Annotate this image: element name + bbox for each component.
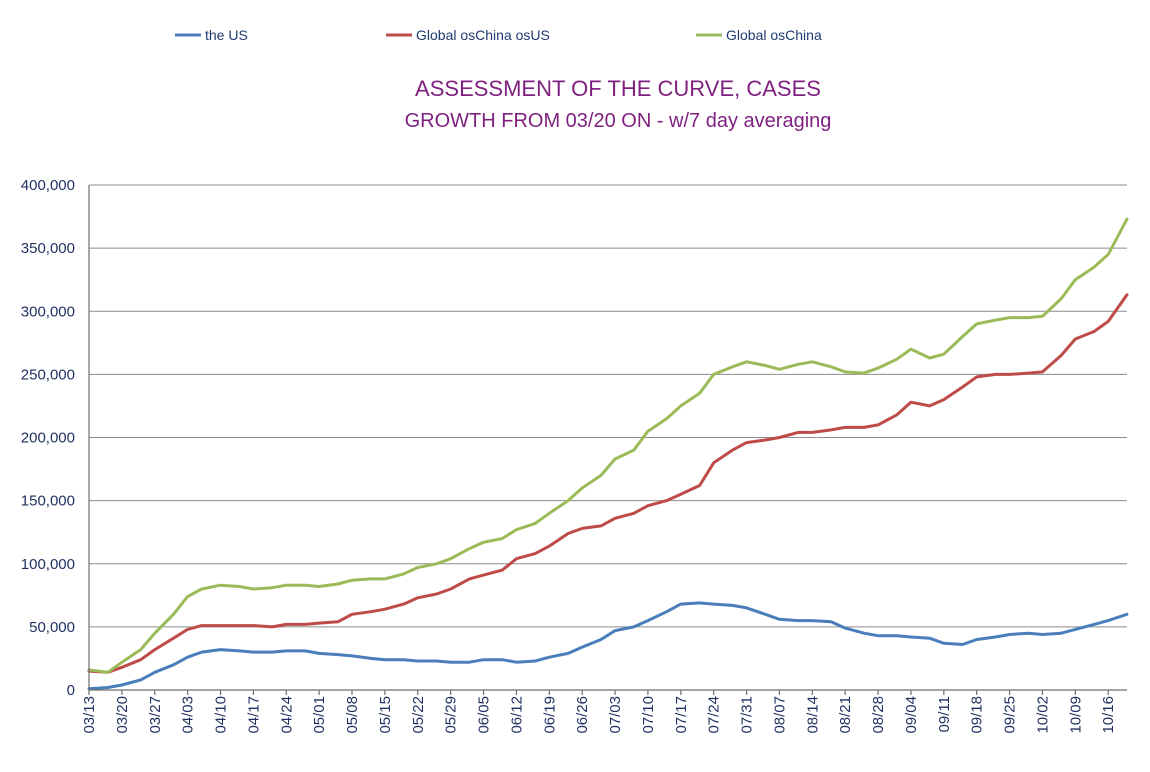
y-tick-label: 150,000 [21, 493, 75, 510]
x-tick-label: 06/12 [508, 696, 525, 734]
x-tick-label: 09/25 [1002, 696, 1019, 734]
y-tick-label: 350,000 [21, 240, 75, 257]
x-tick-label: 03/27 [147, 696, 164, 734]
y-tick-label: 200,000 [21, 430, 75, 447]
x-tick-label: 05/22 [410, 696, 427, 734]
chart-subtitle: GROWTH FROM 03/20 ON - w/7 day averaging [405, 110, 832, 132]
x-tick-label: 08/07 [771, 696, 788, 734]
x-tick-label: 06/05 [476, 696, 493, 734]
x-tick-label: 06/19 [541, 696, 558, 734]
y-tick-label: 250,000 [21, 366, 75, 383]
y-tick-label: 0 [67, 682, 75, 699]
x-axis-tick-labels: 03/13 03/20 03/27 04/03 04/10 04/17 04/24 05/01… [81, 690, 1117, 734]
legend-label: Global osChina osUS [416, 27, 550, 43]
x-tick-label: 08/14 [804, 696, 821, 734]
x-tick-label: 05/15 [377, 696, 394, 734]
y-tick-label: 300,000 [21, 303, 75, 320]
series-line-1 [87, 601, 1129, 691]
series-line-2 [87, 293, 1129, 674]
y-axis-tick-labels: 0 50,000 100,000 150,000 200,000 250,000 300,0… [21, 177, 75, 699]
x-tick-label: 04/24 [278, 696, 295, 734]
x-tick-label: 10/09 [1067, 696, 1084, 734]
y-tick-label: 400,000 [21, 177, 75, 194]
x-tick-label: 04/03 [180, 696, 197, 734]
x-tick-label: 09/04 [903, 696, 920, 734]
legend: the US Global osChina osUS Global osChina [175, 27, 822, 43]
x-tick-label: 08/28 [870, 696, 887, 734]
x-tick-label: 05/29 [443, 696, 460, 734]
x-tick-label: 03/20 [114, 696, 131, 734]
legend-label: the US [205, 27, 248, 43]
x-tick-label: 09/18 [969, 696, 986, 734]
series-line-3 [87, 217, 1129, 674]
x-tick-label: 06/26 [574, 696, 591, 734]
x-tick-label: 09/11 [936, 696, 953, 732]
x-tick-label: 07/31 [739, 696, 756, 734]
x-tick-label: 10/16 [1100, 696, 1117, 734]
series-lines [87, 217, 1129, 691]
y-tick-label: 100,000 [21, 556, 75, 573]
x-tick-label: 07/24 [706, 696, 723, 734]
gridlines [89, 184, 1127, 628]
x-tick-label: 10/02 [1034, 696, 1051, 734]
x-tick-label: 05/08 [344, 696, 361, 734]
x-tick-label: 04/17 [245, 696, 262, 734]
chart-title: ASSESSMENT OF THE CURVE, CASES [415, 76, 821, 101]
x-tick-label: 03/13 [81, 696, 98, 734]
x-tick-label: 07/03 [607, 696, 624, 734]
x-tick-label: 07/10 [640, 696, 657, 734]
x-tick-label: 07/17 [673, 696, 690, 734]
x-tick-label: 08/21 [837, 696, 854, 734]
y-tick-label: 50,000 [29, 619, 75, 636]
axes [88, 185, 1127, 691]
legend-label: Global osChina [726, 27, 822, 43]
x-tick-label: 05/01 [311, 696, 328, 734]
x-tick-label: 04/10 [213, 696, 230, 734]
